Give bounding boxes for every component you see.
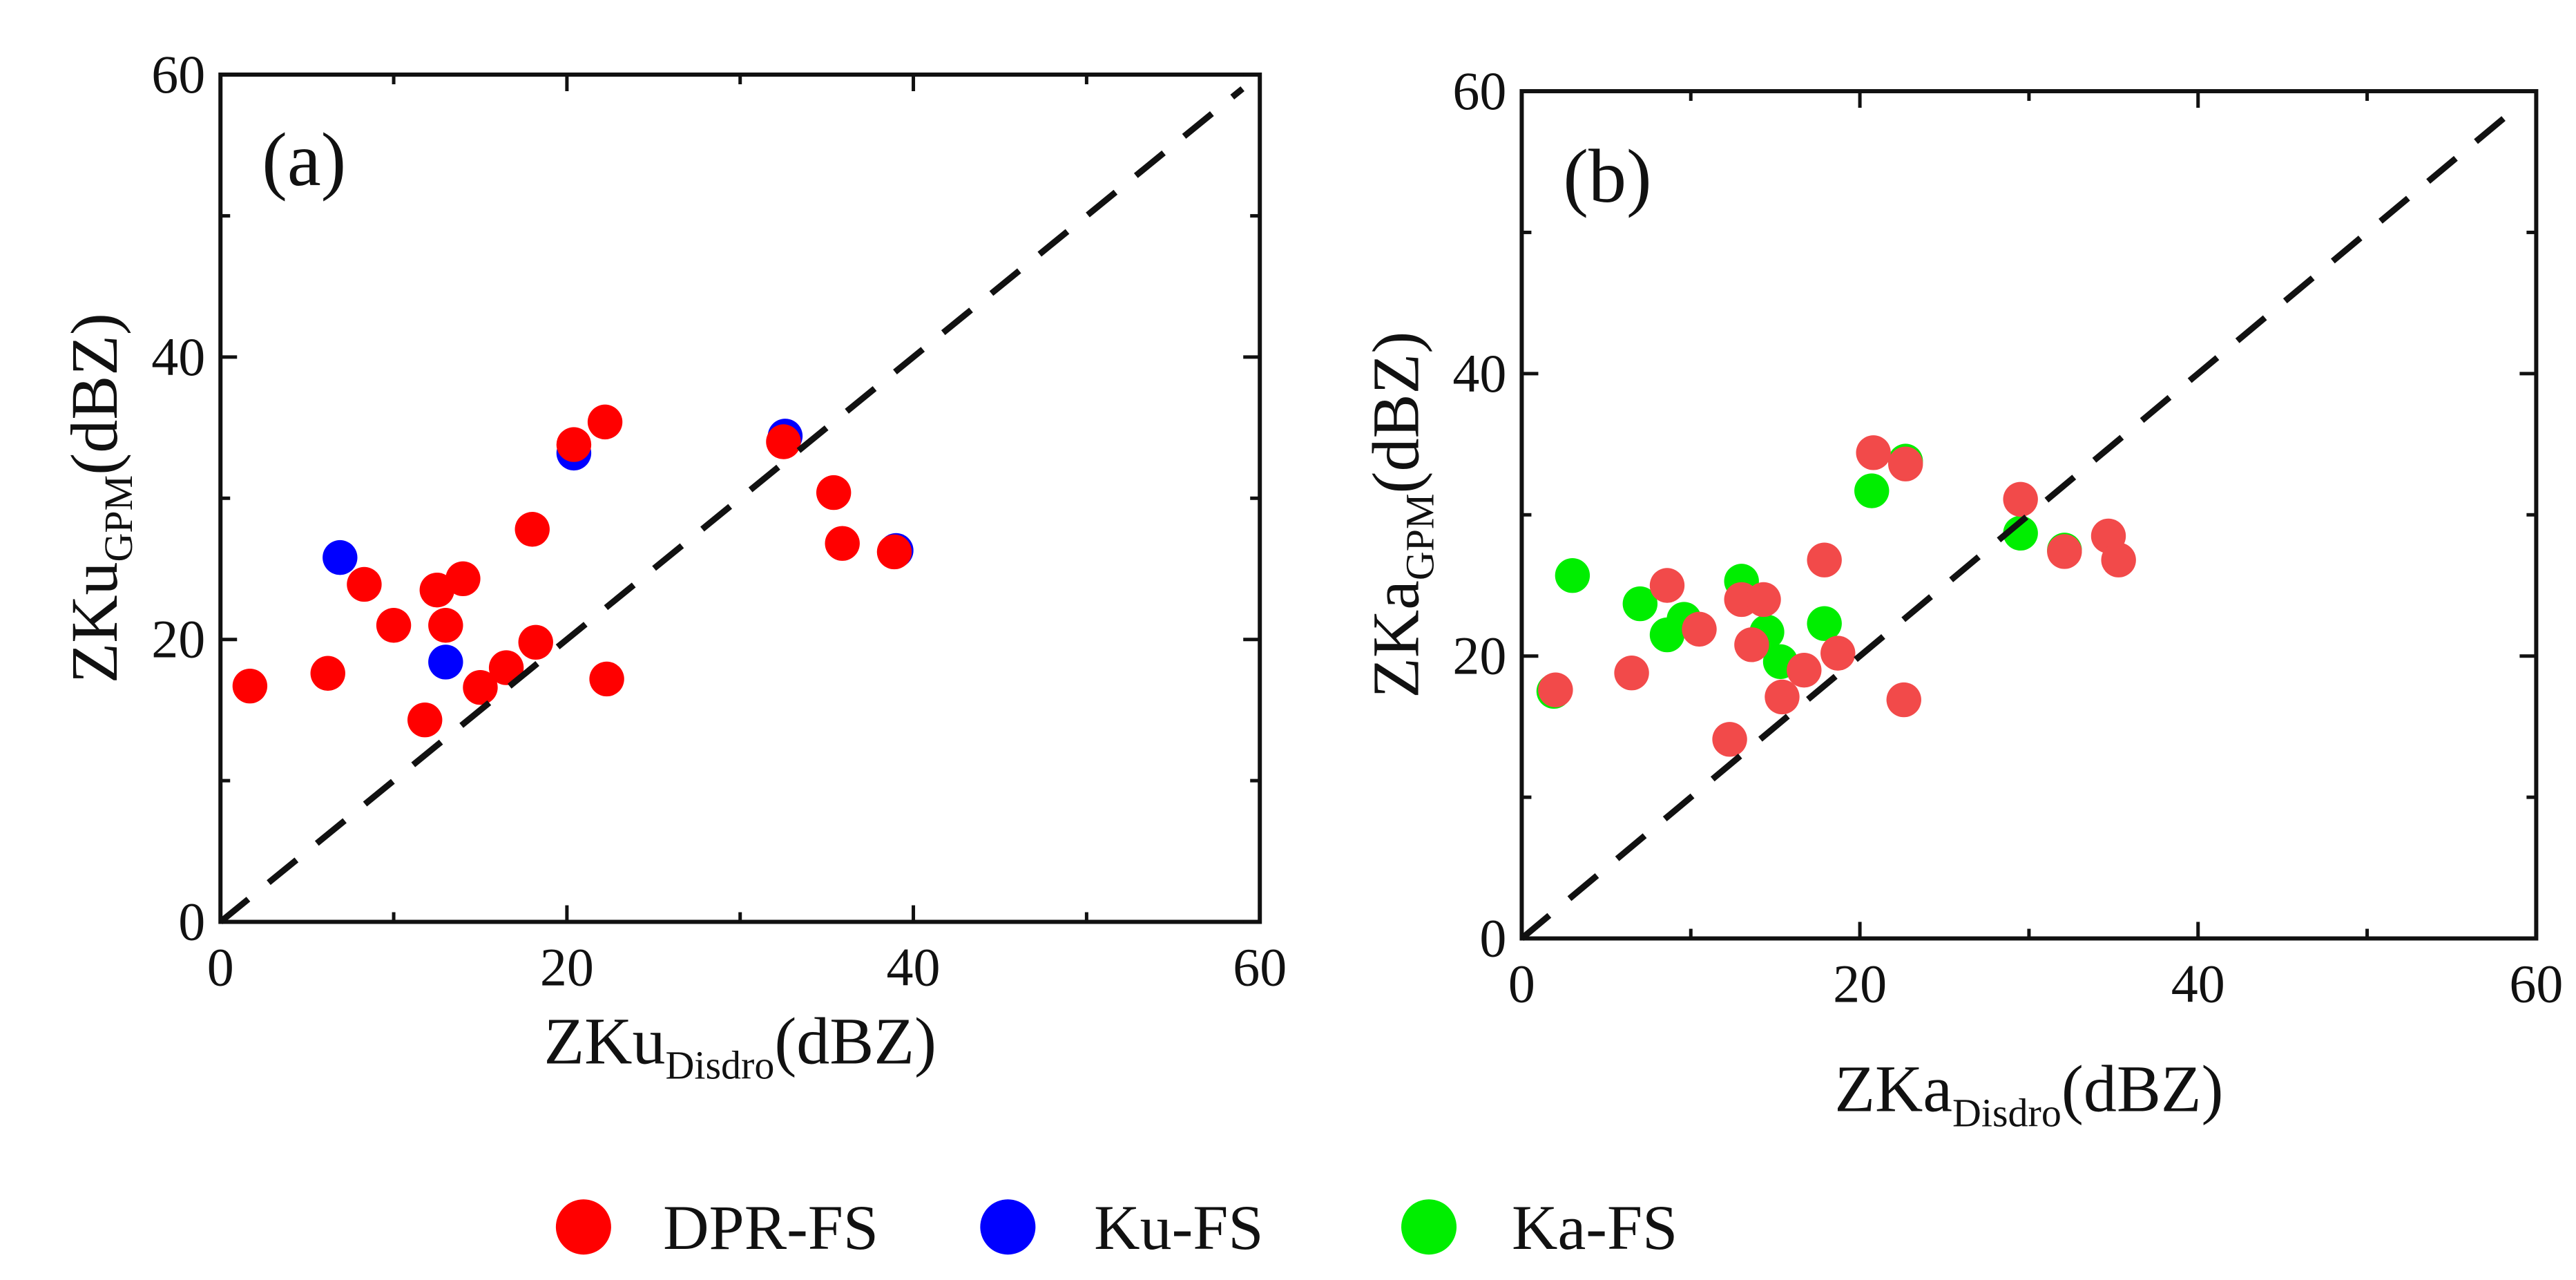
legend-item-dpr-fs: DPR-FS [555,1192,878,1263]
point-dpr-fs [232,668,268,704]
point-ka-fs [1622,586,1658,622]
y-tick-label: 40 [1452,343,1506,403]
x-tick-label: 60 [1233,937,1287,997]
panel-a-x-axis-label: ZKuDisdro(dBZ) [544,1004,936,1088]
point-dpr-fs-b [1807,542,1842,577]
point-dpr-fs [587,404,623,440]
x-tick-label: 40 [2171,954,2225,1014]
point-dpr-fs-b [1820,636,1856,671]
legend-label-ka-fs: Ka-FS [1512,1192,1678,1263]
point-dpr-fs [347,566,382,602]
point-dpr-fs [376,608,412,643]
panel-b-y-tick-labels: 0 20 40 60 [1452,61,1506,968]
point-dpr-fs-b [1649,568,1685,603]
panel-b-x-tick-labels: 0 20 40 60 [1508,954,2563,1014]
point-dpr-fs-b [2003,481,2038,517]
legend-marker-dpr-fs [555,1199,611,1255]
point-ku-fs [428,644,463,680]
x-tick-label: 0 [1508,954,1535,1014]
panel-b-points [1536,435,2136,757]
point-dpr-fs-b [1886,682,1921,718]
y-tick-label: 20 [151,609,205,669]
point-ka-fs [1555,557,1590,593]
panel-b-ticks [1519,89,2538,941]
point-dpr-fs-b [2047,534,2082,569]
point-dpr-fs [589,661,624,697]
y-tick-label: 0 [178,892,205,952]
panel-b-y-axis-label: ZKaGPM(dBZ) [1358,332,1442,698]
point-dpr-fs-b [1712,722,1747,757]
legend-label-dpr-fs: DPR-FS [663,1192,878,1263]
x-tick-label: 20 [540,937,594,997]
point-dpr-fs [419,572,454,608]
point-dpr-fs-b [1787,652,1822,688]
legend-marker-ku-fs [980,1199,1036,1255]
point-dpr-fs-b [1682,611,1717,647]
y-tick-label: 60 [151,44,205,104]
legend: DPR-FS Ku-FS Ka-FS [555,1192,1678,1263]
point-ka-fs [1807,606,1842,641]
legend-item-ka-fs: Ka-FS [1401,1192,1678,1263]
point-dpr-fs [515,512,550,547]
x-tick-label: 20 [1833,954,1887,1014]
point-dpr-fs-b [1746,582,1781,618]
point-dpr-fs [876,534,912,570]
point-dpr-fs [310,656,345,691]
panel-a-reference-line [218,86,1244,925]
panel-a-x-tick-labels: 0 20 40 60 [207,937,1287,997]
y-tick-label: 60 [1452,61,1506,121]
x-tick-label: 40 [887,937,941,997]
point-dpr-fs [407,703,443,738]
point-dpr-fs [825,526,860,561]
y-tick-label: 40 [151,327,205,387]
point-dpr-fs-b [1887,446,1923,481]
panel-a-y-axis-label: ZKuGPM(dBZ) [57,313,141,683]
point-ka-fs [1854,473,1890,508]
panel-a-ticks [218,73,1262,924]
panel-a-label: (a) [262,117,346,202]
panel-a: 0 20 40 60 0 20 40 60 (a) ZKuDisdro(dBZ) ZKuGP… [57,44,1287,1088]
point-dpr-fs [463,670,498,705]
legend-item-ku-fs: Ku-FS [980,1192,1264,1263]
panel-b: 0 20 40 60 0 20 40 60 (b) ZKaDisdro(dBZ) ZKaGP… [1358,61,2563,1136]
point-dpr-fs [518,624,553,660]
point-dpr-fs [445,561,481,597]
y-tick-label: 20 [1452,626,1506,686]
point-ka-fs [2003,515,2038,551]
point-dpr-fs-b [1614,656,1649,691]
y-tick-label: 0 [1479,908,1506,968]
point-dpr-fs [428,608,463,643]
x-tick-label: 0 [207,937,234,997]
panel-b-x-axis-label: ZKaDisdro(dBZ) [1834,1052,2223,1136]
panel-a-y-tick-labels: 0 20 40 60 [151,44,205,952]
point-dpr-fs-b [1734,627,1769,662]
point-dpr-fs-b [1856,435,1891,470]
point-dpr-fs-b [1765,679,1800,715]
point-dpr-fs [488,650,524,685]
panel-a-points [232,404,914,738]
point-dpr-fs-b [2101,542,2136,577]
legend-label-ku-fs: Ku-FS [1094,1192,1263,1263]
legend-marker-ka-fs [1401,1199,1457,1255]
point-dpr-fs [816,475,852,510]
panel-b-reference-line [1519,103,2521,941]
point-dpr-fs [766,424,801,459]
point-ku-fs [323,539,358,575]
x-tick-label: 60 [2509,954,2563,1014]
point-dpr-fs [556,427,592,462]
panel-b-label: (b) [1563,134,1651,218]
point-dpr-fs-b [1538,672,1573,707]
